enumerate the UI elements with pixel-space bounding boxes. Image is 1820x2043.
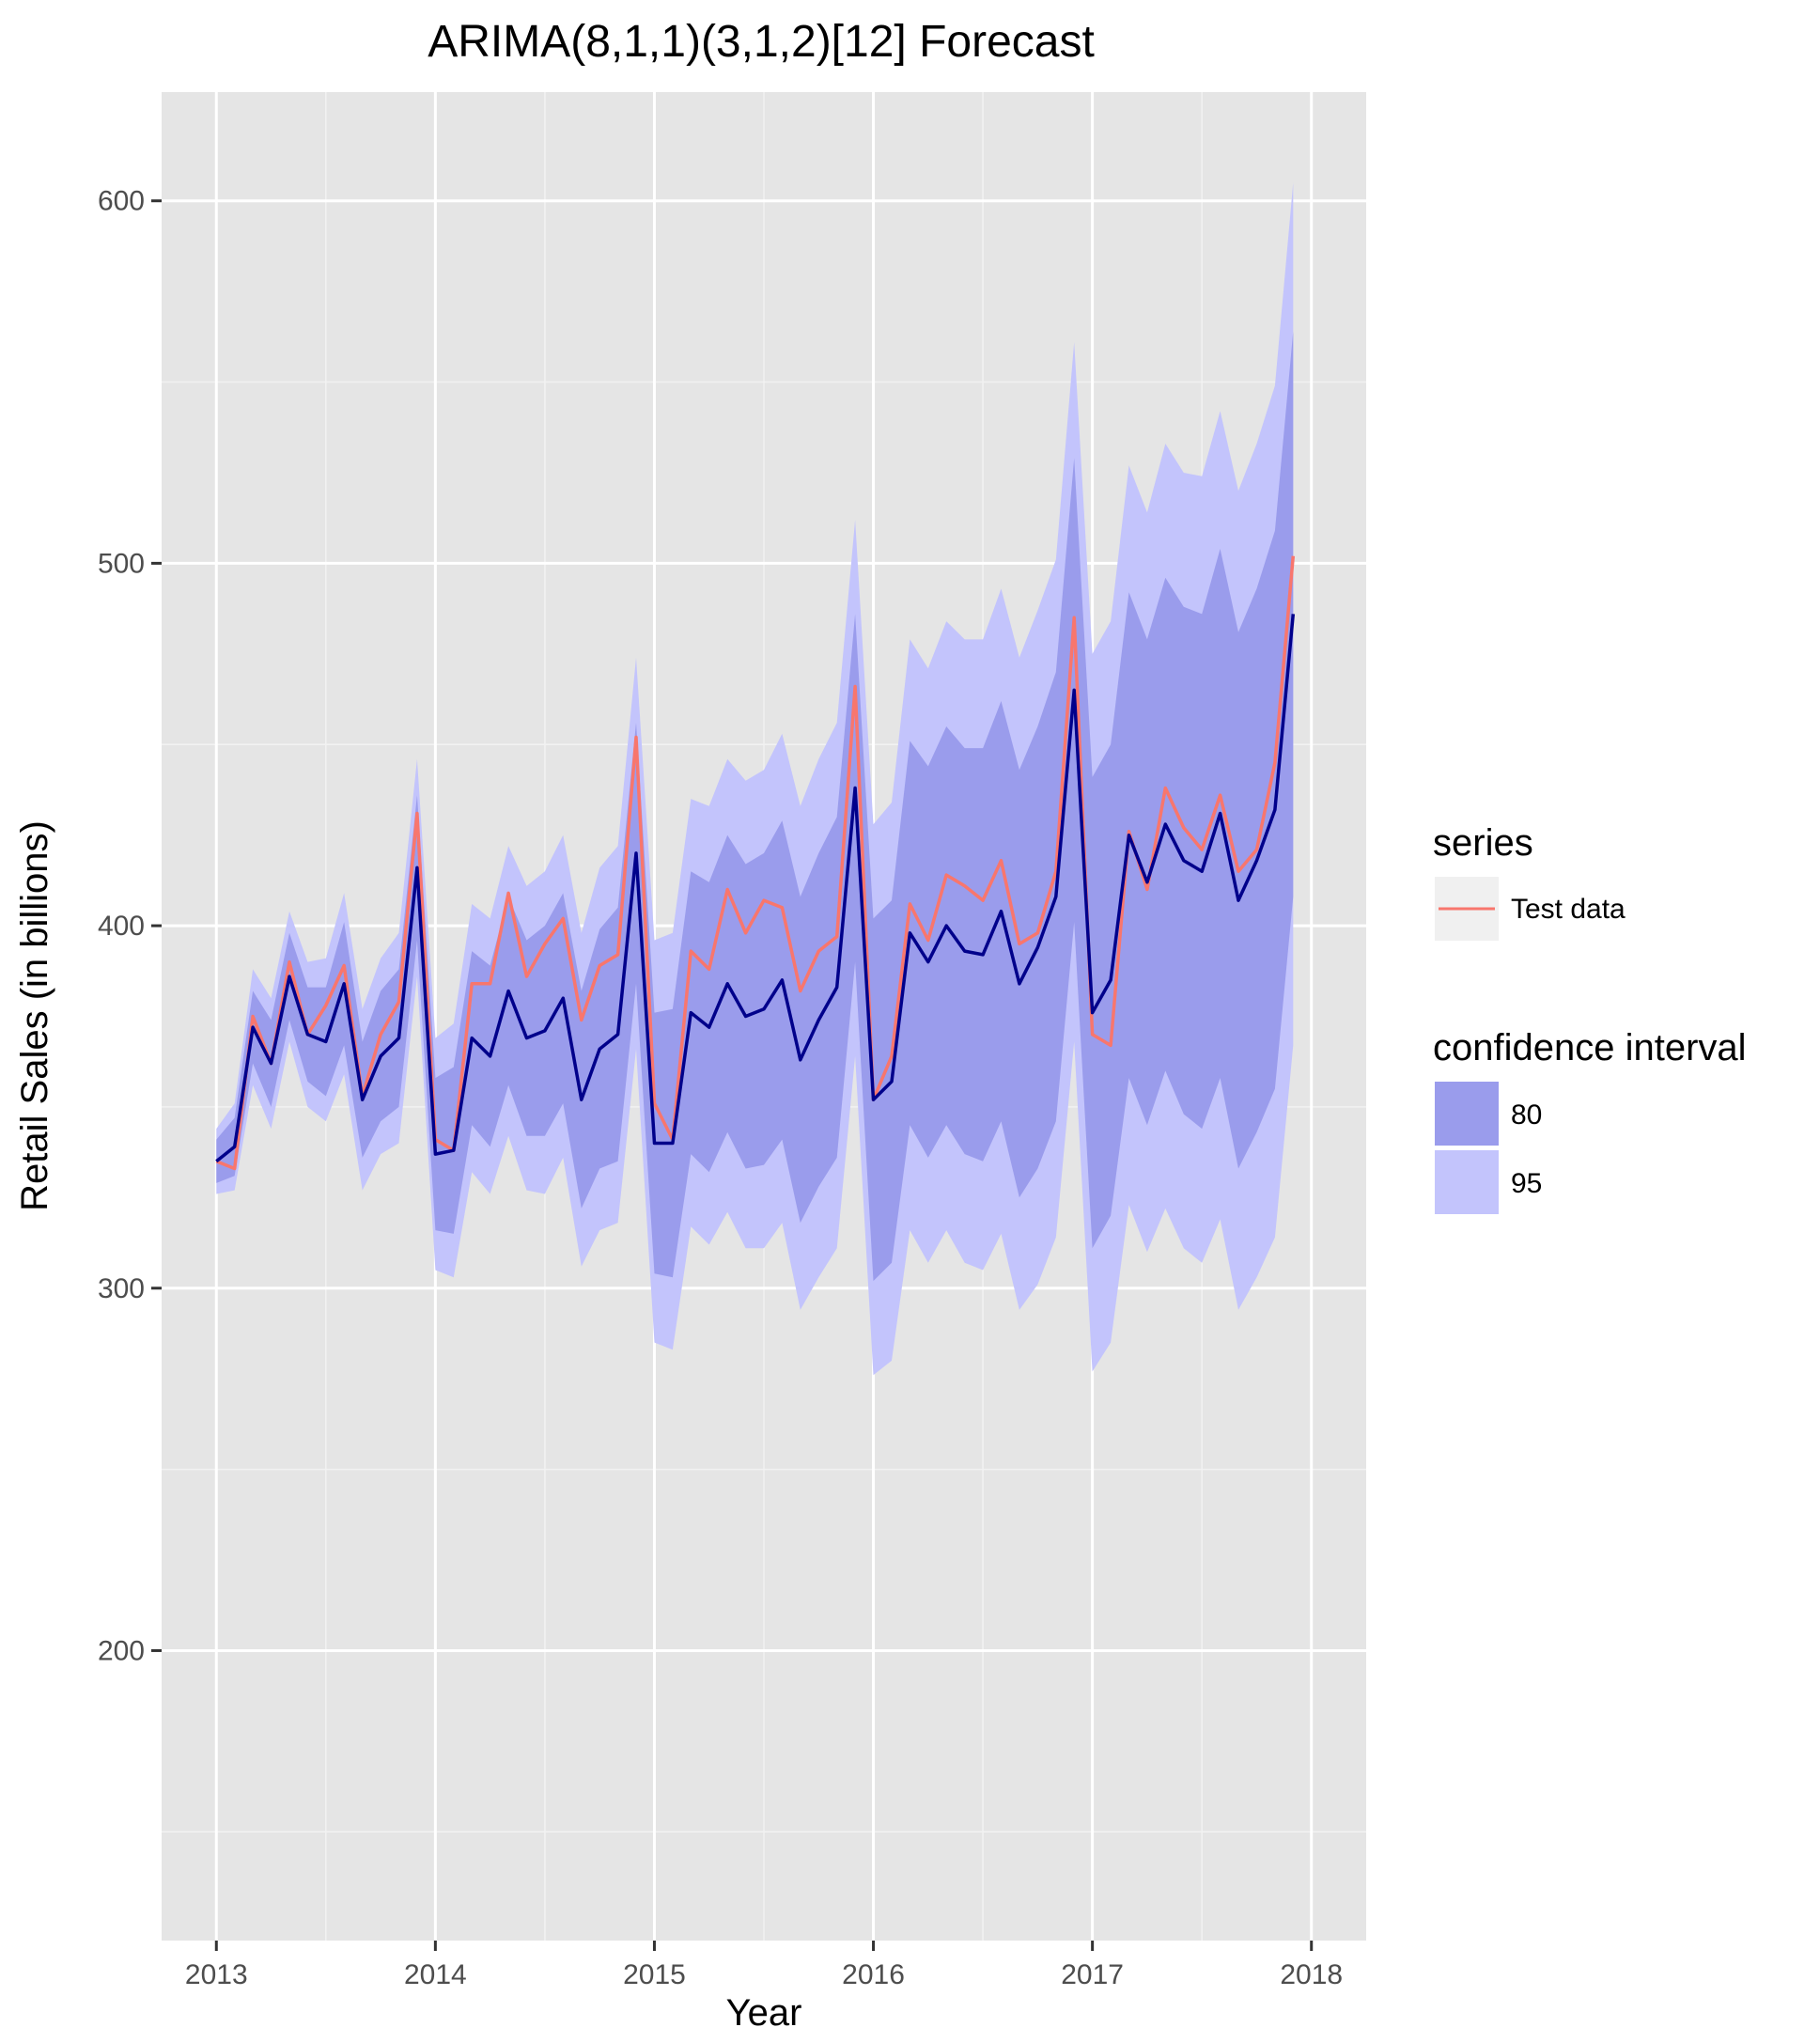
axes: 2013 2014 2015 2016 2017 2018 200 300 400 500 600 (98, 186, 1343, 1990)
legend-series-title: series (1433, 822, 1533, 864)
chart-title: ARIMA(8,1,1)(3,1,2)[12] Forecast (428, 17, 1095, 67)
x-tick-label: 2014 (404, 1959, 467, 1990)
x-tick-label: 2016 (842, 1959, 905, 1990)
y-axis-title: Retail Sales (in billions) (14, 820, 55, 1211)
ci-band-80 (216, 331, 1294, 1282)
y-tick-label: 200 (98, 1635, 145, 1666)
legend-label-ci-95: 95 (1511, 1168, 1542, 1199)
legend-ci-title: confidence interval (1433, 1027, 1747, 1068)
legend-label-test-data: Test data (1511, 894, 1626, 925)
x-tick-label: 2015 (623, 1959, 686, 1990)
confidence-bands (216, 182, 1294, 1376)
series-lines (215, 555, 1296, 1171)
legend-key-ci-80 (1435, 1082, 1499, 1146)
x-tick-label: 2013 (185, 1959, 248, 1990)
y-tick-label: 500 (98, 548, 145, 579)
legend-label-ci-80: 80 (1511, 1099, 1542, 1131)
y-tick-label: 400 (98, 911, 145, 942)
y-tick-label: 300 (98, 1273, 145, 1304)
legend: series Test data confidence interval 80 … (1433, 822, 1747, 1214)
x-tick-label: 2018 (1280, 1959, 1343, 1990)
x-axis-title: Year (726, 1992, 802, 2034)
legend-key-ci-95 (1435, 1150, 1499, 1214)
y-tick-label: 600 (98, 186, 145, 217)
series-line-forecast (215, 614, 1296, 1163)
series-line-test-data (215, 555, 1296, 1171)
x-tick-label: 2017 (1061, 1959, 1124, 1990)
